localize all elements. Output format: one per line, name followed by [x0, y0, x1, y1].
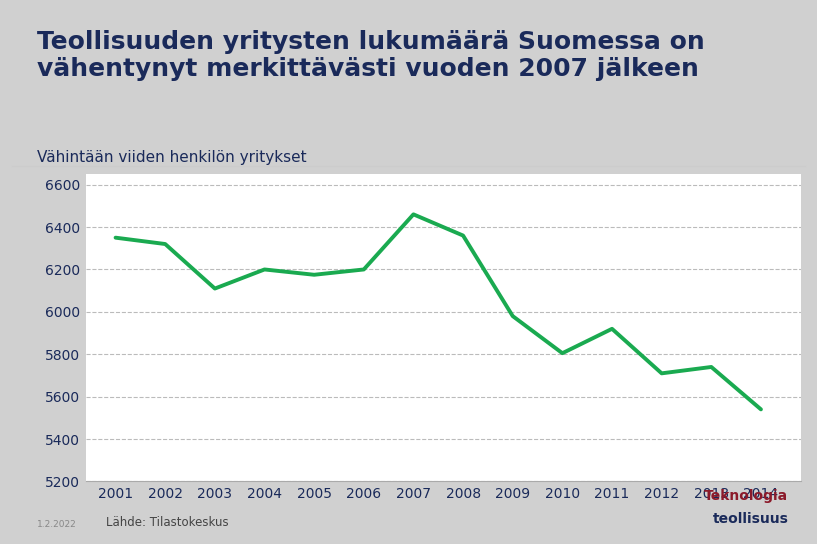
Text: Teollisuuden yritysten lukumäärä Suomessa on
vähentynyt merkittävästi vuoden 200: Teollisuuden yritysten lukumäärä Suomess… — [37, 30, 704, 81]
Text: teollisuus: teollisuus — [712, 512, 788, 526]
Text: Teknologia: Teknologia — [704, 489, 788, 503]
Text: Lähde: Tilastokeskus: Lähde: Tilastokeskus — [106, 516, 229, 529]
Text: 1.2.2022: 1.2.2022 — [37, 520, 77, 529]
Text: Vähintään viiden henkilön yritykset: Vähintään viiden henkilön yritykset — [37, 150, 306, 165]
